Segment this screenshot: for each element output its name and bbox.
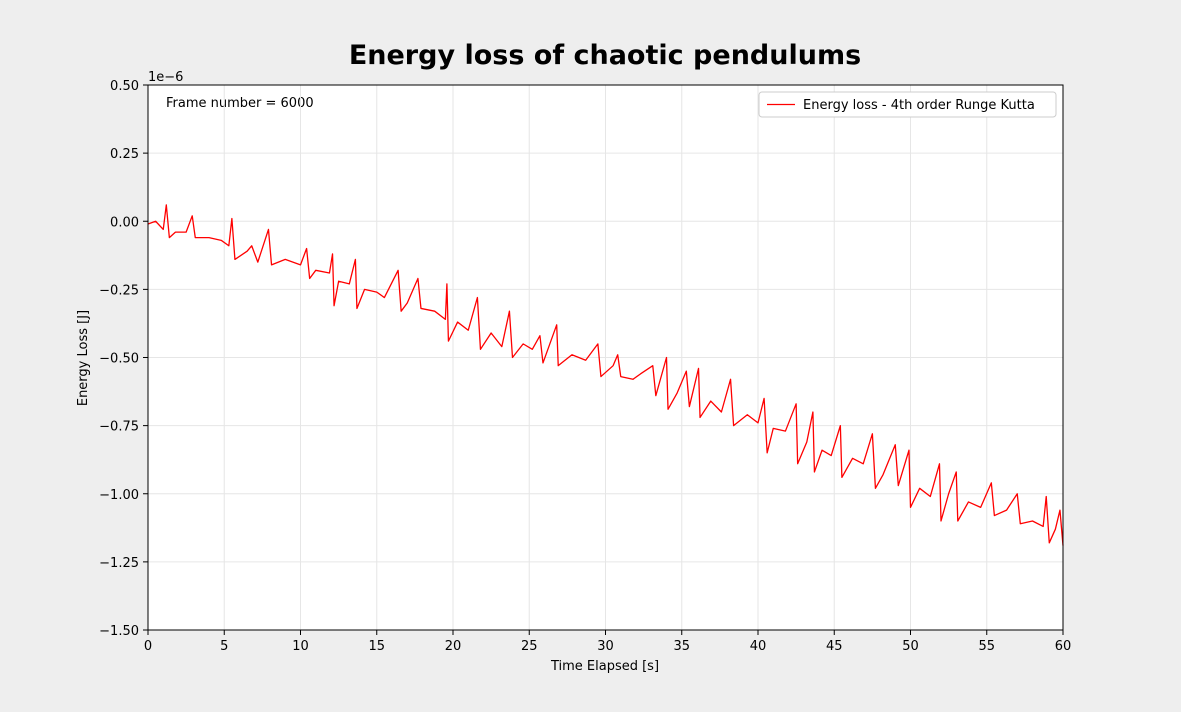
x-axis-label: Time Elapsed [s] <box>550 659 659 674</box>
x-tick-label: 25 <box>521 639 538 654</box>
chart-title: Energy loss of chaotic pendulums <box>349 40 861 71</box>
data-line <box>147 204 1064 546</box>
y-tick-label: −1.00 <box>99 488 139 503</box>
y-tick-label: −0.75 <box>99 420 139 435</box>
y-tick-label: −0.50 <box>99 352 139 367</box>
x-tick-label: 10 <box>292 639 309 654</box>
plot-frame <box>147 84 1064 631</box>
annotation: Frame number = 6000 <box>166 96 314 111</box>
x-tick-label: 55 <box>978 639 995 654</box>
legend-label: Energy loss - 4th order Runge Kutta <box>803 98 1035 113</box>
x-tick-label: 50 <box>902 639 919 654</box>
y-tick-label: 0.00 <box>110 215 139 230</box>
y-tick-label: −1.25 <box>99 556 139 571</box>
x-tick-label: 0 <box>144 639 152 654</box>
x-tick-label: 15 <box>368 639 385 654</box>
x-tick-label: 60 <box>1055 639 1072 654</box>
y-tick-label: 0.50 <box>110 79 139 94</box>
x-tick-label: 40 <box>750 639 767 654</box>
legend-box <box>758 91 1057 118</box>
x-tick-label: 45 <box>826 639 843 654</box>
y-axis-label: Energy Loss [J] <box>76 310 91 406</box>
y-tick-label: −1.50 <box>99 624 139 639</box>
x-tick-label: 5 <box>220 639 228 654</box>
x-tick-label: 30 <box>597 639 614 654</box>
y-offset-label: 1e−6 <box>148 70 183 85</box>
y-tick-label: −0.25 <box>99 283 139 298</box>
x-tick-label: 20 <box>445 639 462 654</box>
x-tick-label: 35 <box>673 639 690 654</box>
y-tick-label: 0.25 <box>110 147 139 162</box>
